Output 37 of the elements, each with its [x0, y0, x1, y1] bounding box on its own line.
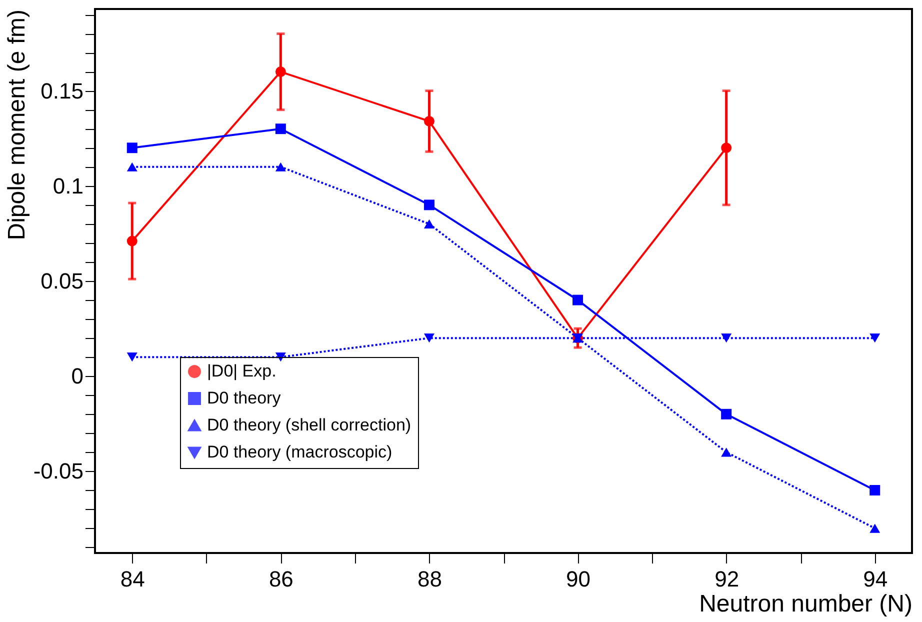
y-tick-label: 0.05	[40, 268, 84, 294]
point	[126, 162, 138, 172]
x-tick-label: 94	[863, 566, 888, 592]
point	[870, 484, 880, 496]
x-tick-label: 92	[714, 566, 740, 592]
point	[870, 334, 880, 343]
point	[424, 200, 434, 210]
point	[275, 124, 286, 134]
x-tick-label: 84	[120, 566, 145, 592]
point	[126, 352, 138, 362]
point	[572, 294, 584, 306]
legend-label: D0 theory (shell correction)	[207, 416, 412, 434]
legend-label: |D0| Exp.	[207, 362, 276, 380]
y-tick-label: 0	[71, 364, 84, 389]
point	[870, 524, 880, 533]
point	[126, 236, 138, 246]
legend-label: D0 theory	[207, 388, 282, 408]
x-tick-label: 90	[566, 566, 591, 592]
point	[721, 408, 732, 420]
point	[424, 116, 434, 126]
x-axis-title: Neutron number (N)	[699, 590, 912, 618]
x-tick-label: 88	[417, 566, 442, 592]
point	[275, 352, 286, 362]
point	[126, 142, 138, 154]
point	[721, 448, 732, 457]
point	[275, 162, 286, 172]
point	[424, 334, 434, 343]
point	[424, 219, 434, 228]
y-tick-label: 0.1	[52, 173, 84, 198]
point	[721, 334, 732, 343]
legend-label: D0 theory (macroscopic)	[207, 442, 392, 462]
point	[275, 66, 286, 78]
y-tick-label: -0.05	[33, 458, 84, 484]
y-tick-label: 0.15	[40, 78, 84, 104]
point	[721, 142, 732, 154]
y-axis-title: Dipole moment (e fm)	[3, 10, 30, 240]
x-tick-label: 86	[268, 566, 294, 592]
